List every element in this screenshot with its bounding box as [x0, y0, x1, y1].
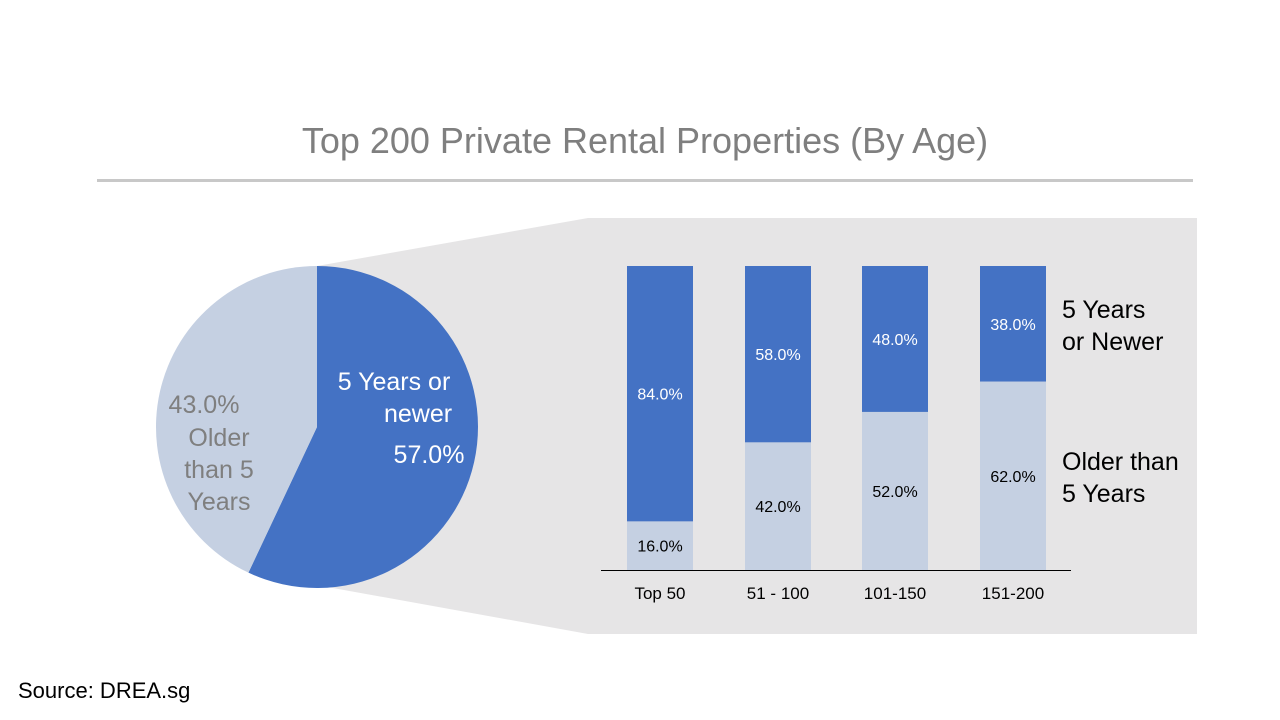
bar-label-newer: 38.0%: [990, 317, 1035, 334]
bar-segment-older: [627, 521, 693, 570]
stacked-bar-chart: 16.0% 84.0% Top 50 42.0% 58.0% 51 - 100 52.0% 4…: [601, 266, 1179, 603]
bar-label-older: 42.0%: [755, 499, 800, 516]
x-tick-label: 101-150: [864, 584, 926, 603]
legend-older: 5 Years: [1062, 480, 1145, 508]
pie-value-newer: 57.0%: [394, 441, 465, 469]
pie-label-newer: newer: [384, 400, 452, 428]
zoom-panel: [248, 218, 1197, 634]
bar-label-older: 52.0%: [872, 484, 917, 501]
pie-label-older: than 5: [184, 456, 254, 484]
bar-label-newer: 48.0%: [872, 332, 917, 349]
bar-segment-older: [980, 381, 1046, 570]
bar-segment-newer: [862, 266, 928, 412]
legend-newer: 5 Years: [1062, 296, 1145, 324]
pie-label-older: Years: [187, 488, 250, 516]
legend-older: Older than: [1062, 448, 1179, 476]
bar-label-older: 62.0%: [990, 469, 1035, 486]
legend-newer: or Newer: [1062, 328, 1163, 356]
bar-segment-older: [745, 442, 811, 570]
bar-label-newer: 58.0%: [755, 347, 800, 364]
x-tick-label: 51 - 100: [747, 584, 809, 603]
x-tick-label: Top 50: [634, 584, 685, 603]
bar-segment-newer: [980, 266, 1046, 382]
bar-segment-newer: [627, 266, 693, 522]
bar-label-newer: 84.0%: [637, 387, 682, 404]
source-note: Source: DREA.sg: [18, 678, 191, 703]
bar-segment-newer: [745, 266, 811, 443]
bar-label-older: 16.0%: [637, 539, 682, 556]
chart-title: Top 200 Private Rental Properties (By Ag…: [301, 120, 989, 161]
pie-label-newer: 5 Years or: [338, 368, 451, 396]
x-tick-label: 151-200: [982, 584, 1044, 603]
bar-segment-older: [862, 411, 928, 570]
pie-slice: [155, 266, 317, 573]
title-divider: [97, 179, 1193, 182]
pie-value-older: 43.0%: [169, 391, 240, 419]
pie-label-older: Older: [188, 424, 249, 452]
pie-chart: 5 Years or newer 57.0% 43.0% Older than 5 Year…: [155, 266, 478, 588]
pie-slice: [248, 266, 478, 588]
